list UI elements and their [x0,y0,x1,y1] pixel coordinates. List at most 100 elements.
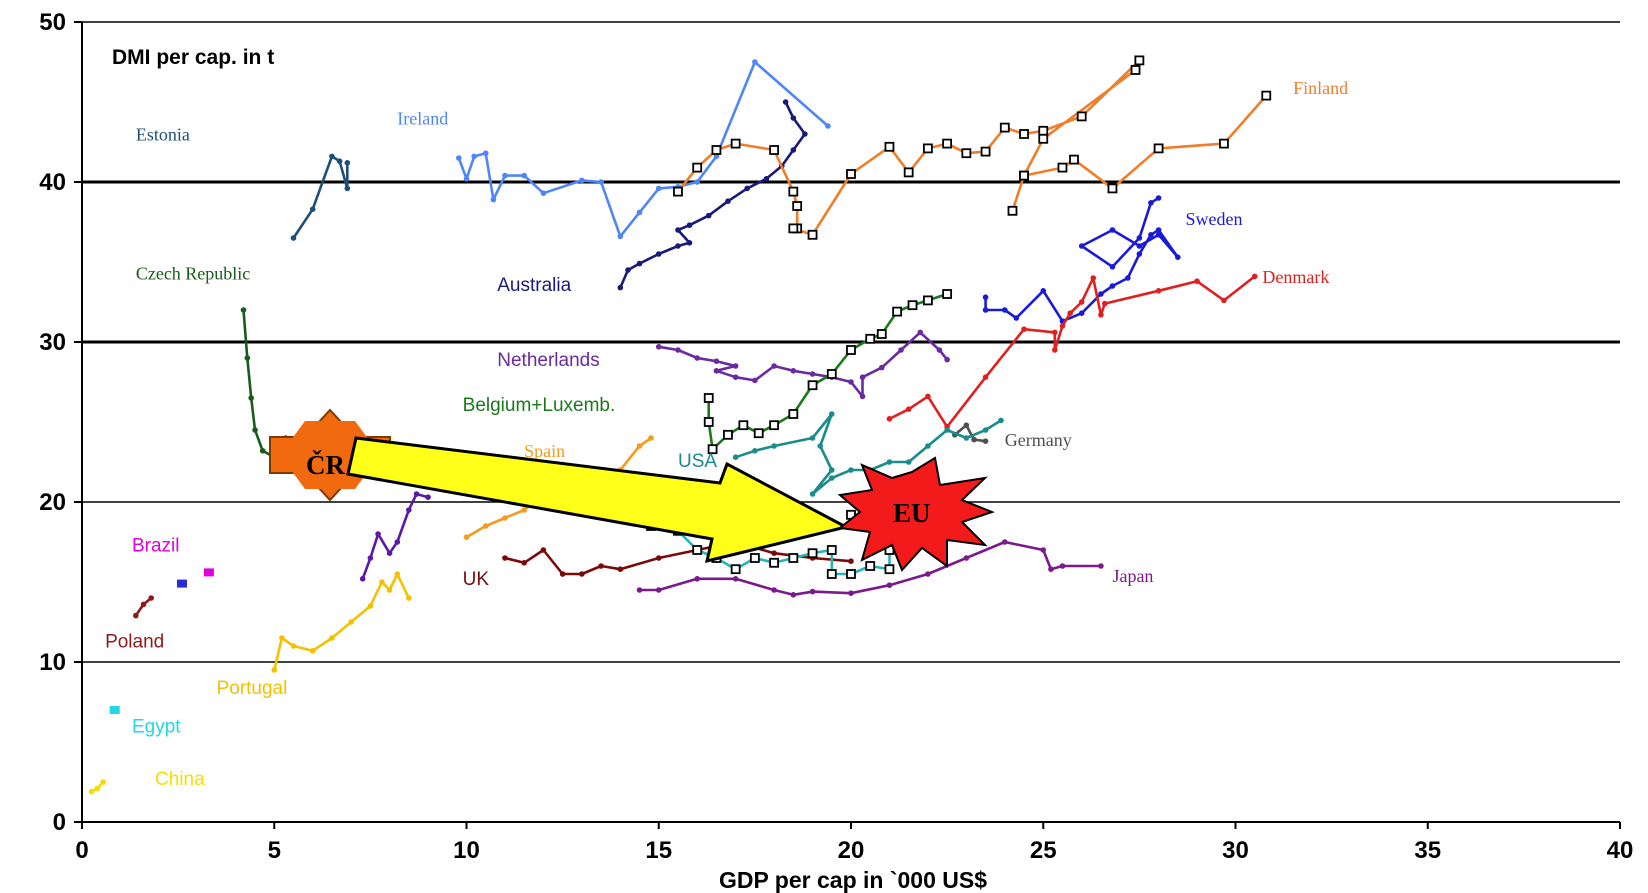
data-point [413,491,420,497]
data-point [999,122,1010,133]
data-point [100,779,106,785]
data-point [725,198,731,204]
data-point [1148,200,1154,206]
series-line-czech-republic [242,309,302,459]
data-point [828,411,835,417]
data-point [1134,55,1145,66]
data-point [1219,138,1229,149]
data-point [1002,307,1008,313]
data-point [290,643,297,649]
data-point [148,595,155,601]
data-point [252,427,258,433]
data-point [471,153,477,160]
data-point [617,566,624,572]
data-point [878,364,885,371]
series-line-netherlands [658,331,949,398]
data-point [788,223,799,234]
data-point [502,515,508,521]
data-point [675,243,681,249]
data-point [1021,326,1027,333]
data-point [905,459,912,465]
cr-label: ČR [306,450,345,480]
series-label-sweden: Sweden [1186,209,1243,229]
data-point [923,143,933,154]
series-portugal [271,571,412,673]
data-point [375,531,381,537]
data-point [655,185,662,192]
data-point [521,560,527,566]
data-point [279,635,285,641]
data-point [1019,129,1029,139]
data-point [998,417,1004,424]
data-point [1057,162,1068,173]
data-point [980,146,991,157]
data-point [825,123,831,129]
data-point [925,571,931,577]
data-point [625,267,631,273]
series-line-uk [504,540,852,576]
x-tick-label: 0 [75,837,88,864]
data-point [886,582,893,588]
data-point [703,417,714,427]
data-point [248,395,254,401]
data-point [559,571,566,577]
data-point [848,379,854,385]
data-point [386,587,393,593]
series-label-belgium-luxemb: Belgium+Luxemb. [463,395,616,416]
data-point [898,347,904,353]
data-point [617,233,624,240]
data-point [738,420,749,431]
series-label-uk: UK [463,569,490,590]
data-point [826,545,837,555]
chart-title: DMI per cap. in t [112,46,274,69]
data-point [598,179,604,185]
data-point [782,99,789,105]
data-point [521,507,527,513]
data-point [905,406,912,413]
series-uk [502,539,854,577]
data-point [1153,143,1164,154]
data-point [826,569,837,579]
data-point [807,548,818,559]
data-point [579,177,585,184]
data-point [502,172,508,179]
data-point [1051,329,1058,336]
data-point [94,785,101,792]
data-point [848,558,854,564]
data-point [456,155,462,161]
data-point [344,160,351,166]
series-line-usa [735,412,1002,496]
data-point [846,169,856,179]
data-point [490,196,497,203]
series-label-netherlands: Netherlands [497,350,599,371]
data-point [982,294,989,301]
data-point [936,347,943,353]
data-point [790,592,797,598]
data-point [290,235,297,241]
data-point [329,635,335,641]
data-point [807,380,818,391]
data-point [925,443,931,449]
data-point [744,185,750,192]
data-point [809,435,816,441]
data-point [502,555,508,561]
series-label-egypt: Egypt [132,716,181,737]
x-tick-label: 5 [268,837,281,864]
data-point [655,587,662,593]
data-point [1155,227,1162,233]
series-label-brazil: Brazil [132,536,180,557]
data-point [394,571,401,577]
data-point [1148,232,1154,238]
data-point [336,158,343,164]
data-point [1109,264,1116,270]
data-point [848,590,854,596]
series-line-germany [953,423,986,443]
data-point [579,571,585,577]
data-point [809,588,816,595]
x-tick-label: 35 [1414,837,1441,864]
data-point [1101,300,1108,307]
data-point [240,307,247,313]
data-point [675,347,681,353]
data-point [1040,547,1047,553]
data-point [1038,133,1049,144]
